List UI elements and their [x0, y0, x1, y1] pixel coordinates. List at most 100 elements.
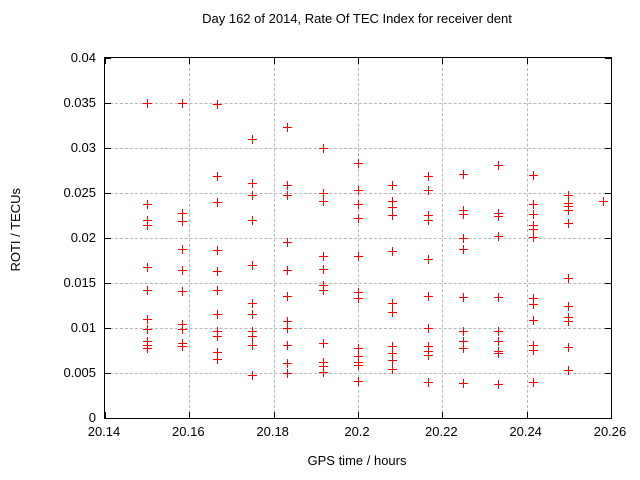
data-point-marker	[423, 172, 433, 182]
data-point-marker	[529, 170, 539, 180]
chart-title: Day 162 of 2014, Rate Of TEC Index for r…	[202, 11, 512, 26]
data-point-marker	[283, 292, 293, 301]
data-point-marker	[283, 323, 293, 333]
data-point-marker	[142, 325, 152, 335]
data-point-marker	[248, 340, 258, 350]
data-point-marker	[213, 285, 223, 295]
tick-mark	[442, 58, 444, 64]
data-point-marker	[248, 178, 258, 188]
data-point-marker	[353, 251, 363, 261]
gridline	[105, 328, 611, 329]
data-point-marker	[248, 331, 258, 341]
data-point-marker	[142, 263, 152, 273]
tick-mark	[105, 418, 111, 419]
data-point-marker	[493, 160, 503, 170]
data-point-marker	[564, 343, 574, 353]
data-point-marker	[283, 317, 293, 327]
data-point-marker	[493, 380, 503, 390]
data-point-marker	[423, 323, 433, 333]
data-point-marker	[248, 215, 258, 225]
data-point-marker	[177, 209, 187, 219]
y-tick-label: 0	[88, 410, 96, 425]
data-point-marker	[248, 371, 258, 381]
data-point-marker	[283, 265, 293, 275]
data-point-marker	[388, 196, 398, 206]
x-tick-label: 20.24	[509, 424, 542, 439]
data-point-marker	[318, 143, 328, 153]
data-point-marker	[177, 265, 187, 275]
tick-mark	[605, 148, 611, 149]
data-point-marker	[177, 98, 187, 108]
data-point-marker	[248, 134, 258, 144]
tick-mark	[105, 328, 111, 329]
y-tick-label: 0.04	[70, 50, 96, 65]
data-point-marker	[353, 213, 363, 223]
data-point-marker	[353, 287, 363, 297]
tick-mark	[526, 58, 528, 64]
data-point-marker	[283, 340, 293, 350]
tick-mark	[605, 283, 611, 284]
data-point-marker	[283, 358, 293, 368]
data-point-marker	[318, 251, 328, 261]
tick-mark	[105, 412, 106, 418]
data-point-marker	[458, 210, 468, 220]
tick-mark	[105, 283, 111, 284]
data-point-marker	[213, 246, 223, 256]
gridline	[105, 103, 611, 104]
data-point-marker	[177, 245, 187, 255]
data-point-marker	[529, 300, 539, 310]
plot-area	[104, 57, 612, 419]
data-point-marker	[388, 299, 398, 309]
data-point-marker	[493, 348, 503, 358]
tick-mark	[611, 58, 612, 64]
y-tick-label: 0.01	[70, 320, 96, 335]
data-point-marker	[213, 266, 223, 276]
data-point-marker	[142, 98, 152, 108]
data-point-marker	[564, 365, 574, 375]
data-point-marker	[283, 238, 293, 247]
data-point-marker	[177, 286, 187, 296]
data-point-marker	[388, 247, 398, 256]
data-point-marker	[529, 200, 539, 210]
data-point-marker	[213, 331, 223, 341]
data-point-marker	[248, 260, 258, 270]
tick-mark	[105, 58, 106, 64]
data-point-marker	[142, 285, 152, 295]
tick-mark	[358, 412, 359, 418]
tick-mark	[105, 193, 111, 194]
data-point-marker	[318, 196, 328, 206]
data-point-marker	[177, 325, 187, 335]
data-point-marker	[529, 224, 539, 234]
data-point-marker	[388, 355, 398, 365]
data-point-marker	[177, 217, 187, 227]
data-point-marker	[142, 200, 152, 210]
data-point-marker	[283, 191, 293, 201]
x-tick-label: 20.22	[425, 424, 458, 439]
data-point-marker	[142, 344, 152, 354]
data-point-marker	[529, 210, 539, 220]
tick-mark	[611, 412, 612, 418]
data-point-marker	[318, 362, 328, 372]
x-tick-label: 20.18	[256, 424, 289, 439]
data-point-marker	[529, 340, 539, 350]
data-point-marker	[423, 351, 433, 361]
data-point-marker	[599, 196, 609, 206]
data-point-marker	[458, 292, 468, 302]
data-point-marker	[283, 369, 293, 379]
tick-mark	[105, 58, 111, 59]
data-point-marker	[353, 361, 363, 371]
data-point-marker	[423, 292, 433, 301]
y-tick-label: 0.035	[63, 95, 96, 110]
data-point-marker	[142, 315, 152, 325]
data-point-marker	[423, 255, 433, 265]
x-tick-label: 20.14	[87, 424, 121, 439]
data-point-marker	[529, 293, 539, 303]
data-point-marker	[458, 337, 468, 346]
tick-mark	[105, 103, 111, 104]
data-point-marker	[388, 348, 398, 358]
data-point-marker	[353, 158, 363, 168]
data-point-marker	[353, 293, 363, 303]
gridline	[105, 283, 611, 284]
data-point-marker	[388, 308, 398, 318]
